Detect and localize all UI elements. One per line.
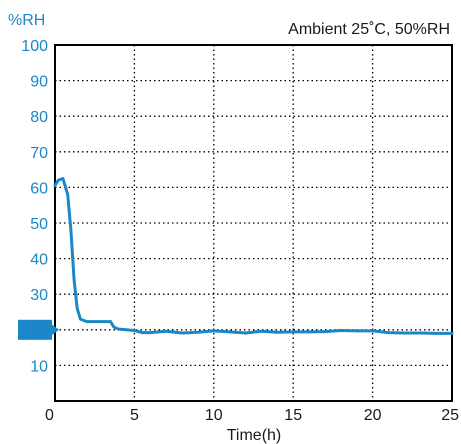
y-tick-label: 50 <box>30 216 48 233</box>
x-tick-label: 0 <box>45 407 54 424</box>
highlight-tick-marker <box>51 323 59 336</box>
x-tick-label: 10 <box>205 407 223 424</box>
x-tick-label: 5 <box>130 407 139 424</box>
series-line <box>53 177 454 335</box>
x-axis-label: Time(h) <box>227 427 282 444</box>
y-tick-label: 20 <box>30 323 48 340</box>
y-tick-label: 80 <box>30 109 48 126</box>
y-axis-label: %RH <box>8 12 45 29</box>
x-axis-ticks: 0 5 10 15 20 25 <box>45 407 459 424</box>
y-tick-label: 100 <box>21 38 48 55</box>
x-tick-label: 20 <box>364 407 382 424</box>
y-axis-ticks: 10 20 30 40 50 60 70 80 90 100 <box>18 38 52 375</box>
x-tick-label: 15 <box>284 407 302 424</box>
plot-frame <box>54 44 453 402</box>
gridlines <box>55 45 452 401</box>
y-tick-label: 40 <box>30 252 48 269</box>
y-tick-label: 10 <box>30 358 48 375</box>
y-tick-label: 90 <box>30 74 48 91</box>
y-tick-label: 30 <box>30 287 48 304</box>
x-tick-label: 25 <box>441 407 459 424</box>
ambient-annotation: Ambient 25˚C, 50%RH <box>288 21 450 38</box>
highlight-tick-box <box>18 319 52 340</box>
y-tick-label: 60 <box>30 180 48 197</box>
y-tick-label: 70 <box>30 145 48 162</box>
